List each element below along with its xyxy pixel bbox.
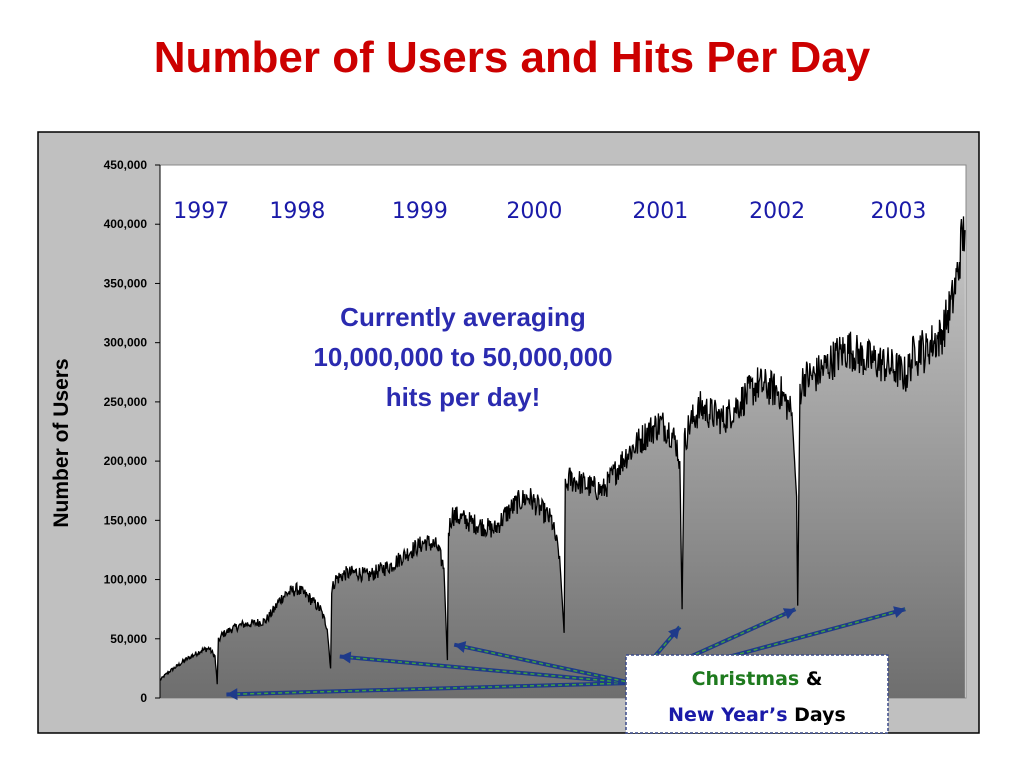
- callout-arrow-dash: [631, 608, 906, 684]
- series-area: [160, 216, 965, 698]
- callout-arrow-dash: [631, 626, 681, 684]
- y-tick-label: 300,000: [104, 336, 148, 350]
- year-label: 1999: [392, 199, 448, 224]
- arrow-head: [893, 606, 906, 618]
- y-tick-label: 100,000: [104, 573, 148, 587]
- annotation-line: hits per day!: [386, 382, 541, 412]
- annotations: Currently averaging 10,000,000 to 50,000,…: [313, 302, 612, 412]
- arrow-head: [339, 651, 352, 664]
- callout-arrow: [339, 654, 633, 685]
- area-layer: [159, 216, 966, 698]
- y-tick-label: 350,000: [104, 276, 148, 290]
- callout-box: Christmas &New Year’s Days: [625, 654, 889, 734]
- callout-arrow-dash: [226, 682, 633, 696]
- arrow-head: [668, 626, 680, 640]
- callout-line-2: New Year’s Days: [668, 704, 846, 726]
- year-label: 2002: [749, 199, 805, 224]
- arrow-head: [454, 641, 467, 653]
- y-tick-label: 0: [140, 691, 147, 705]
- callout-christmas: Christmas: [692, 668, 800, 690]
- year-labels: 1997 1998 1999 2000 2001 2002 2003: [173, 199, 926, 224]
- callout-new-years: New Year’s: [668, 704, 787, 726]
- year-label: 1998: [269, 199, 325, 224]
- y-tick-label: 200,000: [104, 454, 148, 468]
- slide-title: Number of Users and Hits Per Day: [153, 33, 871, 82]
- y-tick-label: 400,000: [104, 217, 148, 231]
- y-tick-label: 450,000: [104, 158, 148, 172]
- year-label: 1997: [173, 199, 229, 224]
- callout-amp: &: [799, 668, 822, 690]
- callout-days: Days: [788, 704, 846, 726]
- annotation-line: Currently averaging: [340, 302, 586, 332]
- y-axis: 0 50,000 100,000 150,000 200,000 250,000 300,0…: [50, 158, 161, 705]
- year-label: 2000: [506, 199, 562, 224]
- callout-arrow-dash: [454, 643, 633, 684]
- year-label: 2001: [632, 199, 688, 224]
- y-tick-label: 150,000: [104, 513, 148, 527]
- callout-line-1: Christmas &: [692, 668, 823, 690]
- y-tick-label: 250,000: [104, 395, 148, 409]
- series-line: [159, 216, 966, 685]
- y-axis-label: Number of Users: [50, 358, 73, 527]
- y-tick-label: 50,000: [110, 632, 147, 646]
- arrow-head: [782, 608, 796, 620]
- callout-rect: [625, 654, 889, 734]
- year-label: 2003: [870, 199, 926, 224]
- annotation-line: 10,000,000 to 50,000,000: [313, 342, 612, 372]
- arrow-head: [226, 688, 238, 701]
